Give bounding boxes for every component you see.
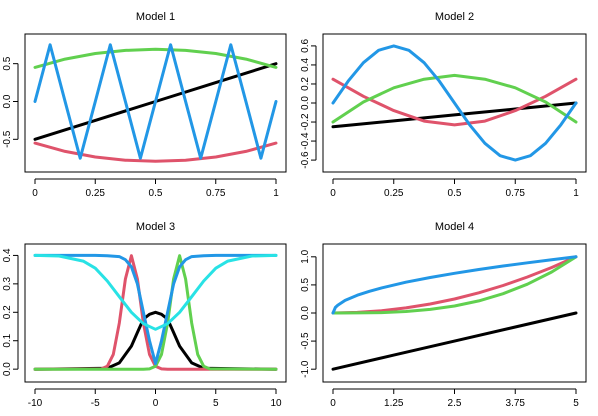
panel-title: Model 2 [435, 11, 474, 23]
plot-frame [322, 243, 587, 383]
plot-frame [322, 33, 587, 173]
y-tick-label: -0.5 [2, 130, 13, 148]
plot-frame [24, 243, 287, 383]
x-tick-label: 1.25 [384, 398, 404, 409]
series-line-3 [331, 255, 578, 315]
series-line-1 [331, 101, 578, 129]
y-tick-label: 1.0 [300, 249, 311, 263]
y-tick-label: 0.0 [2, 362, 13, 376]
panel-model-2: Model 2 0 0.25 0.5 0.75 1 -0.6-0.4-0.2 0.0 0.2 0.… [300, 11, 587, 199]
series-line-4 [33, 43, 278, 160]
x-tick-label: -5 [91, 398, 100, 409]
y-tick-label: 0.5 [300, 278, 311, 292]
series-line-1 [33, 310, 278, 371]
panel-title: Model 4 [435, 221, 474, 233]
x-tick-label: 0.25 [384, 188, 404, 199]
y-tick-label: -0.5 [300, 332, 311, 350]
series-line-3 [33, 47, 278, 69]
series-line-4 [331, 44, 578, 162]
series-line-4 [331, 255, 578, 315]
x-tick-label: 3.75 [506, 398, 526, 409]
x-tick-label: 0.5 [448, 188, 462, 199]
series-line-2 [331, 77, 578, 127]
y-tick-label: 0.2 [300, 77, 311, 91]
y-tick-label: -0.2 [300, 113, 311, 131]
y-tick-label: 0.5 [2, 56, 13, 70]
x-tick-label: 0 [32, 188, 38, 199]
x-tick-label: 5 [573, 398, 579, 409]
y-tick-label: -0.4 [300, 132, 311, 150]
y-tick-label: 0.0 [2, 94, 13, 108]
y-tick-label: -0.6 [300, 151, 311, 169]
x-tick-label: 1 [273, 188, 279, 199]
series-line-5 [33, 253, 278, 331]
x-tick-label: 5 [213, 398, 219, 409]
panel-title: Model 1 [136, 11, 175, 23]
y-tick-label: 0.0 [300, 306, 311, 320]
series-line-3 [33, 254, 278, 371]
series-line-1 [331, 311, 578, 371]
x-tick-label: 0 [153, 398, 159, 409]
panel-model-1: Model 1 0 0.25 0.5 0.75 1 -0.5 0.0 0.5 [2, 11, 287, 199]
y-tick-label: 0.4 [300, 58, 311, 72]
x-tick-label: 0.25 [86, 188, 106, 199]
x-tick-label: 0.75 [506, 188, 526, 199]
x-tick-label: -10 [28, 398, 43, 409]
y-tick-label: 0.1 [2, 333, 13, 347]
x-tick-label: 10 [270, 398, 282, 409]
x-tick-label: 1 [573, 188, 579, 199]
x-tick-label: 0.5 [149, 188, 163, 199]
series-line-3 [331, 73, 578, 124]
series-line-2 [33, 141, 278, 163]
series-line-2 [33, 254, 278, 371]
y-tick-label: 0.3 [2, 276, 13, 290]
x-tick-label: 2.5 [448, 398, 462, 409]
y-tick-label: 0.0 [300, 96, 311, 110]
plot-frame [24, 33, 287, 173]
panel-title: Model 3 [136, 221, 175, 233]
x-tick-label: 0 [330, 188, 336, 199]
y-tick-label: -1.0 [300, 360, 311, 378]
x-tick-label: 0.75 [206, 188, 226, 199]
x-tick-label: 0 [330, 398, 336, 409]
panel-model-3: Model 3 -10 -5 0 5 10 0.0 0.1 0.2 0.3 0.4 [2, 221, 287, 409]
series-line-4 [33, 253, 278, 365]
panel-model-4: Model 4 0 1.25 2.5 3.75 5 -1.0 -0.5 0.0 0.5 1.0 [300, 221, 587, 409]
y-tick-label: 0.6 [300, 39, 311, 53]
y-tick-label: 0.2 [2, 305, 13, 319]
y-tick-label: 0.4 [2, 248, 13, 262]
